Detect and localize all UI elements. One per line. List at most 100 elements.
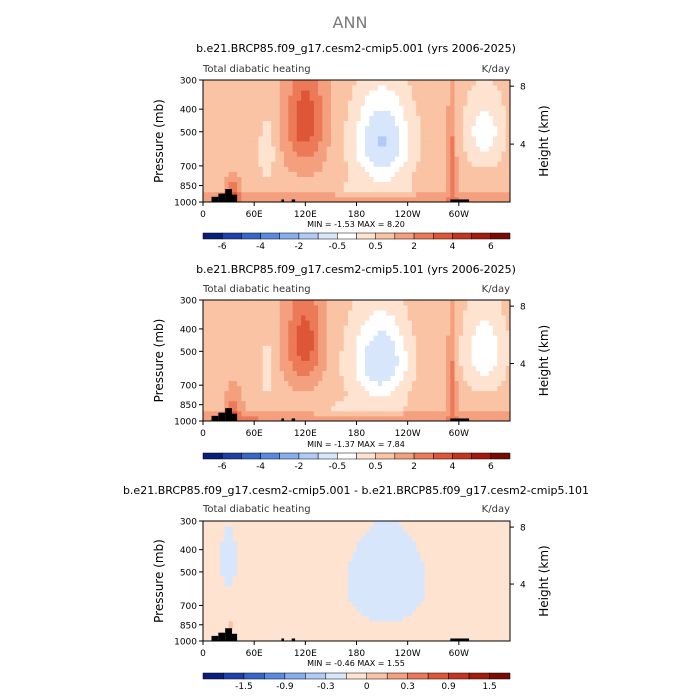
heatmap-cell <box>266 345 272 351</box>
heatmap-cell <box>241 335 247 341</box>
heatmap-cell <box>237 380 242 387</box>
heatmap-cell <box>488 350 494 356</box>
heatmap-cell <box>313 551 319 557</box>
heatmap-cell <box>215 120 221 127</box>
heatmap-cell <box>301 626 306 632</box>
heatmap-cell <box>245 161 251 167</box>
heatmap-cell <box>254 390 259 397</box>
heatmap-cell <box>365 415 370 422</box>
heatmap-cell <box>301 340 306 346</box>
heatmap-cell <box>271 405 276 412</box>
heatmap-cell <box>262 110 268 116</box>
heatmap-cell <box>279 405 285 412</box>
heatmap-cell <box>424 601 430 607</box>
heatmap-cell <box>220 135 225 142</box>
heatmap-cell <box>309 546 315 552</box>
heatmap-cell <box>335 191 340 198</box>
heatmap-cell <box>382 621 387 627</box>
heatmap-cell <box>343 596 349 602</box>
heatmap-cell <box>407 95 413 101</box>
heatmap-cell <box>463 380 468 387</box>
heatmap-cell <box>292 591 298 597</box>
heatmap-cell <box>407 325 413 331</box>
heatmap-cell <box>373 115 379 122</box>
heatmap-cell <box>339 135 345 142</box>
heatmap-cell <box>446 566 451 572</box>
heatmap-cell <box>373 526 379 532</box>
heatmap-cell <box>322 80 328 86</box>
heatmap-cell <box>484 325 490 331</box>
heatmap-cell <box>275 395 281 402</box>
heatmap-cell <box>318 526 323 532</box>
heatmap-cell <box>318 531 323 537</box>
heatmap-cell <box>326 561 332 567</box>
heatmap-cell <box>322 551 328 557</box>
heatmap-cell <box>369 325 374 331</box>
heatmap-cell <box>262 365 268 371</box>
heatmap-cell <box>254 196 259 203</box>
heatmap-cell <box>322 380 328 387</box>
heatmap-cell <box>450 400 455 407</box>
heatmap-cell <box>232 85 238 91</box>
heatmap-cell <box>309 586 315 592</box>
heatmap-cell <box>394 636 400 642</box>
heatmap-cell <box>211 370 217 377</box>
heatmap-cell <box>403 141 409 147</box>
heatmap-cell <box>322 156 328 162</box>
heatmap-cell <box>296 365 302 371</box>
heatmap-cell <box>386 335 392 341</box>
heatmap-cell <box>224 130 229 137</box>
heatmap-cell <box>484 151 490 157</box>
heatmap-cell <box>318 141 323 147</box>
heatmap-cell <box>433 305 438 311</box>
heatmap-cell <box>254 526 259 532</box>
heatmap-cell <box>441 85 447 91</box>
heatmap-cell <box>262 146 268 152</box>
heatmap-cell <box>352 390 357 397</box>
heatmap-cell <box>424 596 430 602</box>
heatmap-cell <box>492 146 498 152</box>
heatmap-cell <box>211 621 217 627</box>
heatmap-cell <box>339 586 345 592</box>
heatmap-cell <box>335 380 340 387</box>
heatmap-cell <box>249 125 255 132</box>
heatmap-cell <box>309 191 315 198</box>
heatmap-cell <box>501 340 507 346</box>
heatmap-cell <box>446 606 451 612</box>
heatmap-cell <box>369 536 374 542</box>
heatmap-cell <box>420 135 426 142</box>
heatmap-cell <box>241 135 247 142</box>
heatmap-cell <box>424 181 430 188</box>
heatmap-cell <box>318 335 323 341</box>
heatmap-cell <box>390 606 396 612</box>
heatmap-cell <box>450 375 455 382</box>
heatmap-cell <box>369 395 374 402</box>
heatmap-cell <box>224 581 229 587</box>
heatmap-cell <box>232 390 238 397</box>
heatmap-cell <box>390 135 396 142</box>
heatmap-cell <box>288 80 293 86</box>
heatmap-cell <box>463 166 468 172</box>
heatmap-cell <box>220 315 225 321</box>
heatmap-cell <box>224 315 229 321</box>
heatmap-cell <box>322 191 328 198</box>
heatmap-cell <box>249 325 255 331</box>
heatmap-cell <box>343 340 349 346</box>
heatmap-cell <box>309 146 315 152</box>
heatmap-cell <box>488 320 494 326</box>
heatmap-cell <box>424 556 430 562</box>
heatmap-cell <box>441 631 447 637</box>
heatmap-cell <box>224 546 229 552</box>
heatmap-cell <box>232 355 238 361</box>
heatmap-cell <box>450 120 455 127</box>
heatmap-cell <box>428 375 434 382</box>
heatmap-cell <box>428 176 434 183</box>
heatmap-cell <box>224 365 229 371</box>
heatmap-cell <box>343 191 349 198</box>
heatmap-cell <box>475 181 481 188</box>
heatmap-cell <box>313 561 319 567</box>
heatmap-cell <box>237 621 242 627</box>
heatmap-cell <box>322 586 328 592</box>
heatmap-cell <box>365 541 370 547</box>
heatmap-cell <box>458 120 464 127</box>
